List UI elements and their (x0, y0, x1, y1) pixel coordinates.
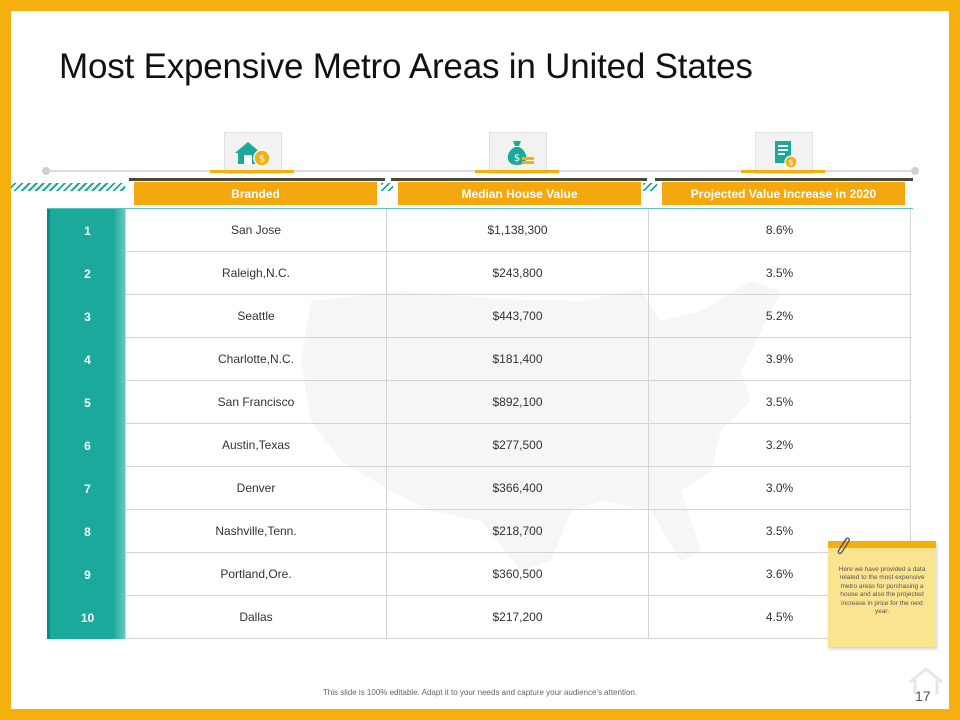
value-cell: $1,138,300 (387, 209, 649, 252)
city-cell: Seattle (125, 295, 387, 338)
value-cell: $218,700 (387, 510, 649, 553)
table-row: 10 Dallas $217,200 4.5% (47, 596, 913, 639)
home-outline-icon (909, 667, 943, 694)
rank-cell: 8 (47, 510, 125, 553)
city-cell: San Francisco (125, 381, 387, 424)
rank-cell: 1 (47, 209, 125, 252)
rank-value: 9 (84, 567, 91, 582)
rank-value: 7 (84, 481, 91, 496)
hatch-stripe-3 (643, 183, 657, 191)
value-cell: $892,100 (387, 381, 649, 424)
increase-cell: 3.5% (649, 252, 911, 295)
city-cell: Austin,Texas (125, 424, 387, 467)
value-cell: $360,500 (387, 553, 649, 596)
slide-title: Most Expensive Metro Areas in United Sta… (59, 47, 753, 86)
column-header-projected-increase: Projected Value Increase in 2020 (662, 182, 905, 205)
rank-value: 4 (84, 352, 91, 367)
divider-dot-left (42, 167, 50, 175)
value-cell: $181,400 (387, 338, 649, 381)
rank-value: 8 (84, 524, 91, 539)
house-coin-icon: $ (224, 132, 282, 174)
rank-cell: 3 (47, 295, 125, 338)
svg-text:$: $ (259, 154, 265, 165)
value-cell: $366,400 (387, 467, 649, 510)
value-cell: $217,200 (387, 596, 649, 639)
rank-cell: 9 (47, 553, 125, 596)
city-cell: San Jose (125, 209, 387, 252)
header-bar-3 (655, 178, 913, 205)
value-cell: $277,500 (387, 424, 649, 467)
slide: Most Expensive Metro Areas in United Sta… (11, 11, 949, 709)
table-row: 7 Denver $366,400 3.0% (47, 467, 913, 510)
city-cell: Denver (125, 467, 387, 510)
column-header-branded: Branded (134, 182, 377, 205)
svg-text:$: $ (788, 158, 793, 167)
icon-underline-2 (475, 170, 559, 173)
icon-underline-3 (741, 170, 825, 173)
paperclip-icon (837, 537, 850, 555)
city-cell: Nashville,Tenn. (125, 510, 387, 553)
rank-cell: 7 (47, 467, 125, 510)
rank-cell: 6 (47, 424, 125, 467)
sticky-note-band (828, 541, 936, 548)
metro-areas-table: 1 San Jose $1,138,300 8.6% 2 Raleigh,N.C… (47, 208, 913, 639)
sticky-note-text: Here we have provided a data related to … (838, 566, 926, 616)
increase-cell: 3.5% (649, 510, 911, 553)
table-row: 4 Charlotte,N.C. $181,400 3.9% (47, 338, 913, 381)
money-bag-icon: $ (489, 132, 547, 174)
table-row: 5 San Francisco $892,100 3.5% (47, 381, 913, 424)
city-cell: Raleigh,N.C. (125, 252, 387, 295)
value-cell: $443,700 (387, 295, 649, 338)
value-cell: $243,800 (387, 252, 649, 295)
page-number: 17 (915, 688, 931, 704)
city-cell: Dallas (125, 596, 387, 639)
table-row: 2 Raleigh,N.C. $243,800 3.5% (47, 252, 913, 295)
city-cell: Charlotte,N.C. (125, 338, 387, 381)
hatch-stripe-2 (381, 183, 393, 191)
svg-text:$: $ (514, 153, 520, 164)
increase-cell: 3.2% (649, 424, 911, 467)
rank-cell: 10 (47, 596, 125, 639)
divider-dot-right (911, 167, 919, 175)
increase-cell: 8.6% (649, 209, 911, 252)
increase-cell: 3.0% (649, 467, 911, 510)
icon-underline-1 (210, 170, 294, 173)
city-cell: Portland,Ore. (125, 553, 387, 596)
column-header-median-value: Median House Value (398, 182, 641, 205)
increase-cell: 5.2% (649, 295, 911, 338)
rank-value: 3 (84, 309, 91, 324)
rank-cell: 4 (47, 338, 125, 381)
hatch-stripe-1 (11, 183, 125, 191)
header-bar-1 (129, 178, 385, 205)
rank-value: 5 (84, 395, 91, 410)
rank-value: 1 (84, 223, 91, 238)
rank-cell: 2 (47, 252, 125, 295)
rank-value: 10 (80, 610, 95, 625)
increase-cell: 3.9% (649, 338, 911, 381)
rank-value: 6 (84, 438, 91, 453)
table-row: 6 Austin,Texas $277,500 3.2% (47, 424, 913, 467)
table-row: 3 Seattle $443,700 5.2% (47, 295, 913, 338)
footer-text: This slide is 100% editable. Adapt it to… (322, 688, 638, 697)
rank-cell: 5 (47, 381, 125, 424)
increase-cell: 3.5% (649, 381, 911, 424)
table-row: 1 San Jose $1,138,300 8.6% (47, 209, 913, 252)
header-bar-2 (391, 178, 647, 205)
document-dollar-icon: $ (755, 132, 813, 174)
sticky-note: Here we have provided a data related to … (828, 537, 936, 647)
table-row: 8 Nashville,Tenn. $218,700 3.5% (47, 510, 913, 553)
rank-value: 2 (84, 266, 91, 281)
table-row: 9 Portland,Ore. $360,500 3.6% (47, 553, 913, 596)
